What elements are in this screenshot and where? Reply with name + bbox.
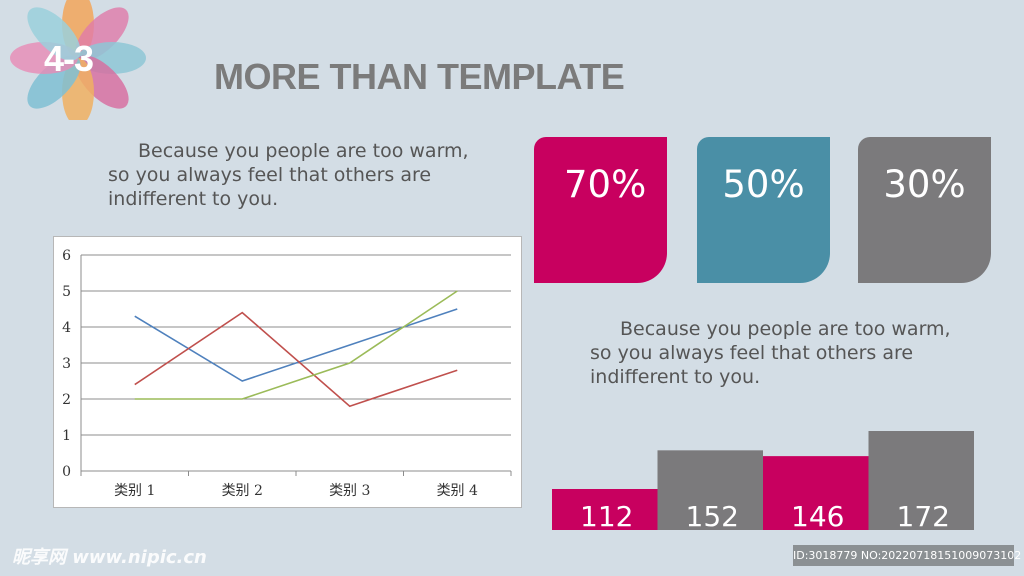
bar-3	[763, 456, 869, 530]
description-right-line-2: so you always feel that others are	[590, 342, 914, 364]
bar-value-label: 146	[791, 500, 844, 533]
x-tick-label: 类别 2	[222, 483, 263, 499]
stat-card-2: 50%	[697, 137, 830, 283]
stat-card-1: 70%	[534, 137, 667, 283]
description-left-line-1: Because you people are too warm,	[138, 140, 469, 162]
stat-card-3-value: 30%	[883, 163, 966, 206]
description-right-line-1: Because you people are too warm,	[620, 318, 951, 340]
watermark-id: ID:3018779 NO:20220718151009073102	[793, 545, 1021, 566]
x-tick-label: 类别 1	[114, 483, 155, 499]
y-tick-label: 4	[62, 320, 71, 336]
line-chart: 0 1 2 3 4 5 6 类别 1 类别 2 类别 3 类别 4	[62, 248, 512, 499]
series-line-1	[134, 308, 458, 382]
y-tick-label: 1	[62, 428, 71, 444]
page-title: MORE THAN TEMPLATE	[214, 56, 625, 97]
bar-value-label: 112	[580, 500, 633, 533]
y-tick-label: 3	[62, 356, 71, 372]
y-tick-label: 5	[62, 284, 71, 300]
description-left: Because you people are too warm, so you …	[108, 139, 469, 211]
x-tick-label: 类别 4	[437, 483, 478, 499]
bar-2	[657, 450, 763, 530]
description-right: Because you people are too warm, so you …	[590, 317, 951, 389]
stat-card-3: 30%	[858, 137, 991, 283]
bar-value-label: 172	[897, 500, 950, 533]
y-tick-label: 6	[62, 248, 71, 264]
bar-4	[868, 431, 974, 530]
stat-card-2-value: 50%	[722, 163, 805, 206]
series-line-2	[134, 311, 458, 408]
stat-card-1-value: 70%	[564, 163, 647, 206]
description-right-line-3: indifferent to you.	[590, 366, 761, 388]
watermark-logo: 昵享网 www.nipic.cn	[12, 547, 207, 568]
flower-logo-icon	[10, 0, 146, 120]
line-chart-panel: 0 1 2 3 4 5 6 类别 1 类别 2 类别 3 类别 4	[53, 236, 522, 508]
y-tick-label: 2	[62, 392, 71, 408]
series-line-3	[134, 290, 458, 400]
description-left-line-2: so you always feel that others are	[108, 164, 432, 186]
x-tick-label: 类别 3	[329, 483, 370, 499]
bar-1	[552, 489, 658, 530]
y-tick-label: 0	[62, 464, 71, 480]
bar-value-label: 152	[686, 500, 739, 533]
description-left-line-3: indifferent to you.	[108, 188, 279, 210]
slide-number: 4-3	[44, 38, 94, 79]
